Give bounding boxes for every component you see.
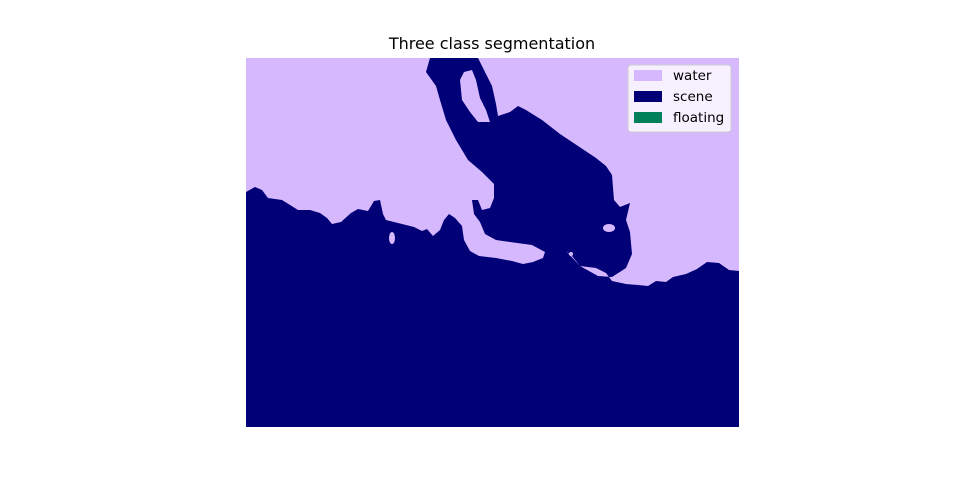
chart-title: Three class segmentation	[388, 34, 595, 53]
scene-region	[246, 58, 739, 427]
legend-swatch-floating	[634, 112, 662, 123]
water-pocket	[569, 252, 573, 256]
water-pocket	[603, 224, 615, 232]
water-pocket	[389, 232, 395, 244]
legend-swatch-water	[634, 70, 662, 81]
legend-label-floating: floating	[673, 110, 724, 126]
legend-swatch-scene	[634, 91, 662, 102]
legend: water scene floating	[627, 64, 732, 133]
legend-label-scene: scene	[673, 89, 713, 105]
legend-label-water: water	[673, 68, 712, 84]
